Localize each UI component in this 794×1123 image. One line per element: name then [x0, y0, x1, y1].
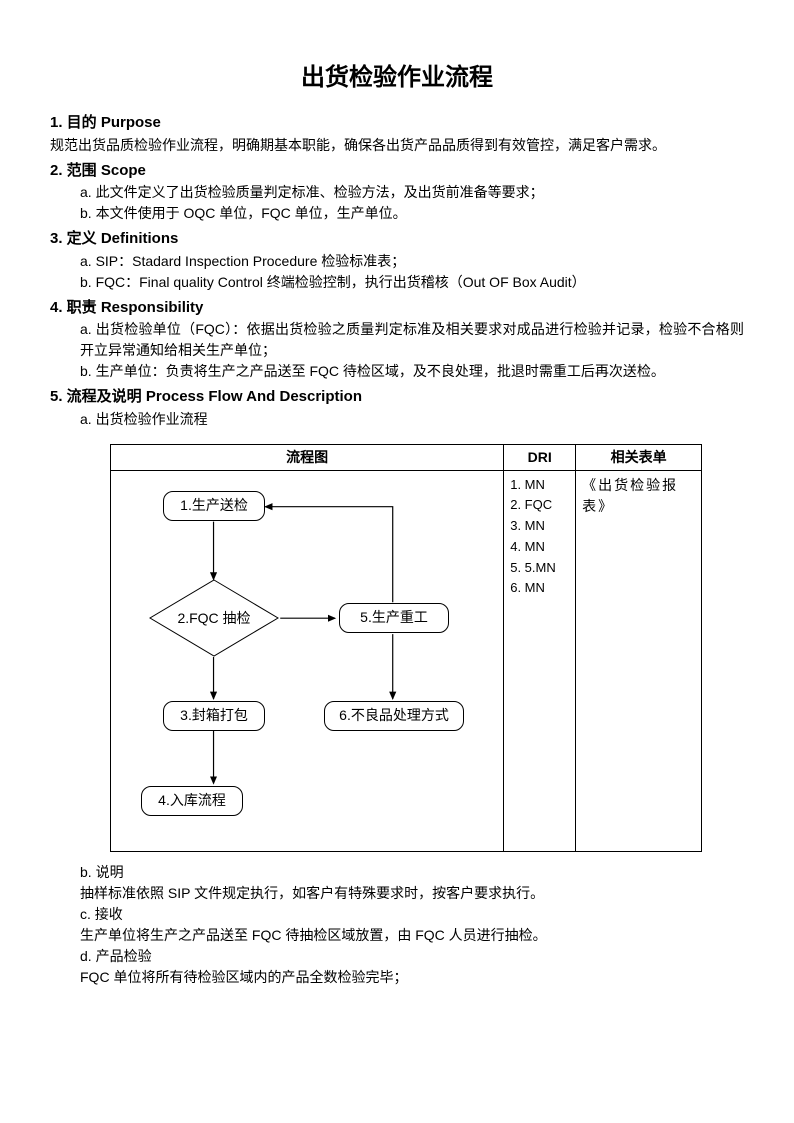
post-c-label: c. 接收	[50, 904, 744, 925]
header-dri: DRI	[504, 444, 576, 470]
section-3-b: b. FQC：Final quality Control 终端检验控制，执行出货…	[50, 272, 744, 293]
dri-item: 4. MN	[510, 537, 569, 558]
flow-node-5-label: 5.生产重工	[360, 607, 428, 628]
section-1-heading: 1. 目的 Purpose	[50, 112, 744, 135]
section-3-heading: 3. 定义 Definitions	[50, 228, 744, 251]
flow-node-6-label: 6.不良品处理方式	[339, 705, 449, 726]
flow-node-2-label: 2.FQC 抽检	[159, 591, 269, 646]
flow-node-3: 3.封箱打包	[163, 701, 265, 731]
page-title: 出货检验作业流程	[50, 60, 744, 96]
post-b-label: b. 说明	[50, 862, 744, 883]
section-4-a: a. 出货检验单位（FQC）：依据出货检验之质量判定标准及相关要求对成品进行检验…	[50, 319, 744, 361]
section-5-heading: 5. 流程及说明 Process Flow And Description	[50, 386, 744, 409]
section-1-text: 规范出货品质检验作业流程，明确期基本职能，确保各出货产品品质得到有效管控，满足客…	[50, 135, 744, 156]
dri-item: 6. MN	[510, 578, 569, 599]
dri-list: 1. MN 2. FQC 3. MN 4. MN 5. 5.MN 6. MN	[504, 471, 575, 604]
header-form: 相关表单	[576, 444, 702, 470]
section-4-b: b. 生产单位：负责将生产之产品送至 FQC 待检区域，及不良处理，批退时需重工…	[50, 361, 744, 382]
post-d-text: FQC 单位将所有待检验区域内的产品全数检验完毕；	[50, 967, 744, 988]
flow-node-4-label: 4.入库流程	[158, 790, 226, 811]
header-flow: 流程图	[111, 444, 504, 470]
section-3-a: a. SIP：Stadard Inspection Procedure 检验标准…	[50, 251, 744, 272]
dri-item: 1. MN	[510, 475, 569, 496]
dri-item: 5. 5.MN	[510, 558, 569, 579]
section-2-b: b. 本文件使用于 OQC 单位，FQC 单位，生产单位。	[50, 203, 744, 224]
post-d-label: d. 产品检验	[50, 946, 744, 967]
form-list: 《出货检验报表》	[576, 471, 701, 521]
section-2-a: a. 此文件定义了出货检验质量判定标准、检验方法，及出货前准备等要求；	[50, 182, 744, 203]
flow-node-3-label: 3.封箱打包	[180, 705, 248, 726]
flow-node-2: 2.FQC 抽检	[159, 591, 269, 646]
flow-node-4: 4.入库流程	[141, 786, 243, 816]
section-4-heading: 4. 职责 Responsibility	[50, 297, 744, 320]
dri-item: 2. FQC	[510, 495, 569, 516]
flow-node-1: 1.生产送检	[163, 491, 265, 521]
section-5-a: a. 出货检验作业流程	[50, 409, 744, 430]
flow-node-1-label: 1.生产送检	[180, 495, 248, 516]
flow-node-6: 6.不良品处理方式	[324, 701, 464, 731]
dri-item: 3. MN	[510, 516, 569, 537]
post-c-text: 生产单位将生产之产品送至 FQC 待抽检区域放置，由 FQC 人员进行抽检。	[50, 925, 744, 946]
section-2-heading: 2. 范围 Scope	[50, 160, 744, 183]
flow-node-5: 5.生产重工	[339, 603, 449, 633]
flow-table: 流程图 DRI 相关表单	[110, 444, 702, 852]
flowchart: 1.生产送检 2.FQC 抽检 3.封箱打包 4.入库流程	[111, 471, 503, 851]
post-b-text: 抽样标准依照 SIP 文件规定执行，如客户有特殊要求时，按客户要求执行。	[50, 883, 744, 904]
